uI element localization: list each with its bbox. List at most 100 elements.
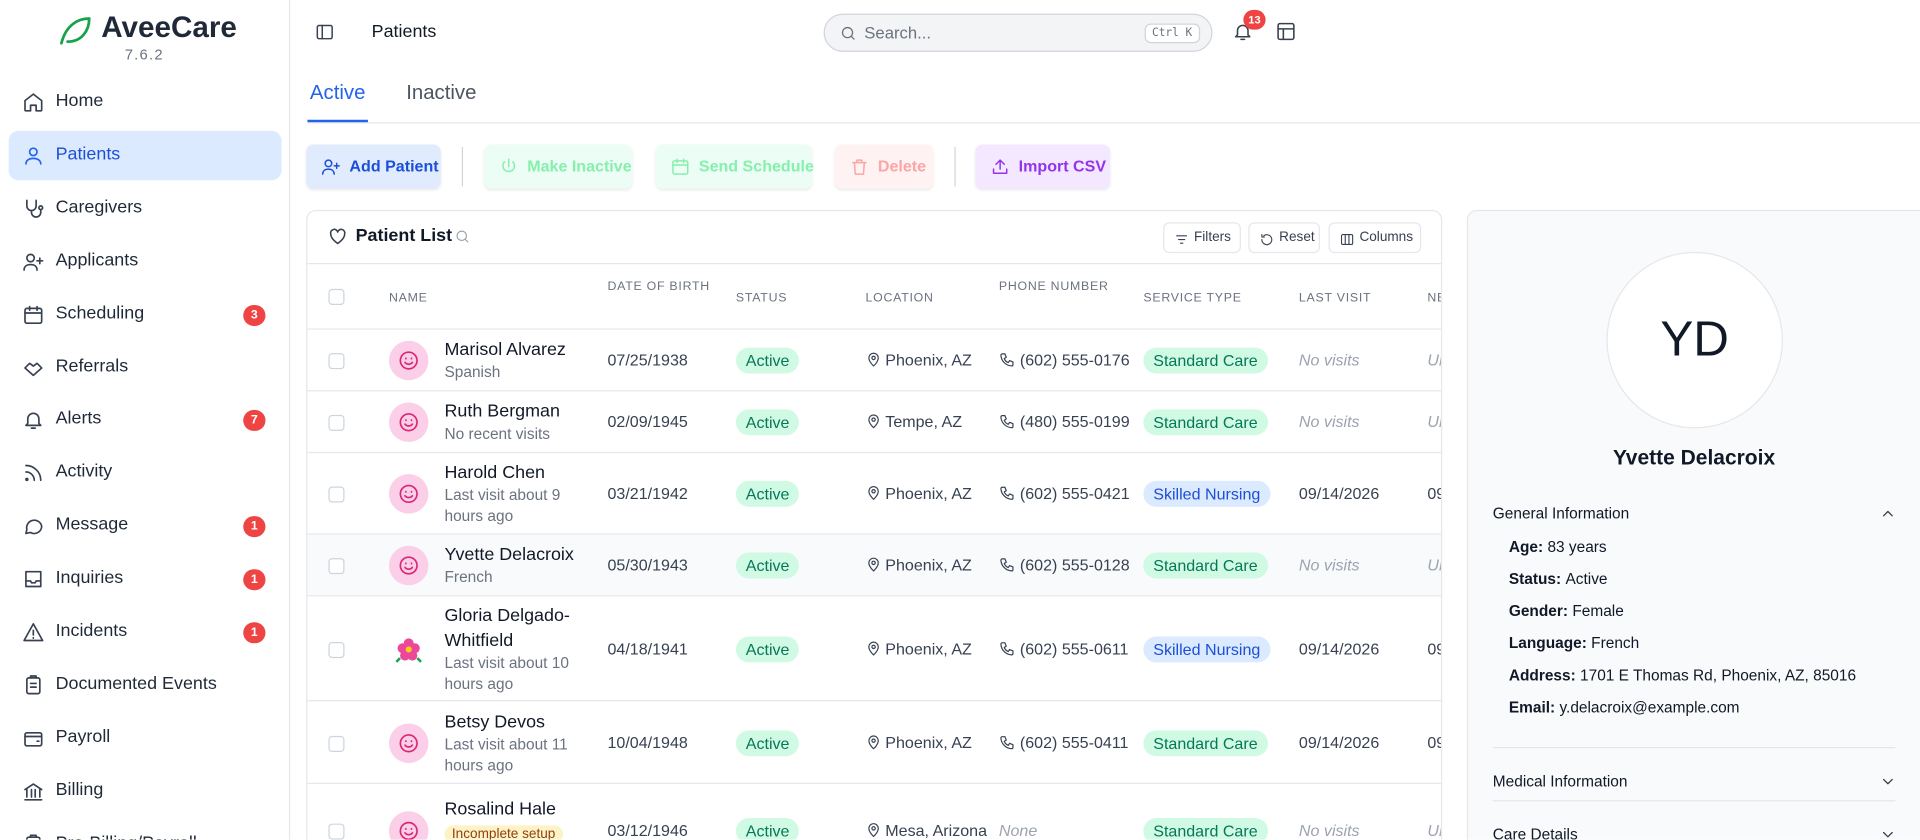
tab[interactable]: Inactive: [406, 81, 477, 104]
search-box[interactable]: Search... Ctrl K: [823, 13, 1213, 52]
nav-item[interactable]: Scheduling 3: [9, 290, 282, 339]
nav-icon: [22, 621, 44, 643]
action-icon: [670, 157, 690, 177]
nav-item[interactable]: Pre-Billing/Payroll: [9, 819, 282, 840]
nav-item[interactable]: Patients: [8, 130, 282, 181]
nav-icon: [22, 674, 44, 696]
select-all[interactable]: [328, 288, 345, 305]
action-button[interactable]: Import CSV: [975, 144, 1111, 189]
patient-row[interactable]: Gloria Delgado-Whitfield Last visit about…: [307, 596, 1441, 702]
section-divider: [1492, 800, 1896, 802]
nav-icon: [22, 409, 44, 431]
section-title[interactable]: Care Details: [1492, 826, 1578, 840]
setup-flag: Incomplete setup: [444, 825, 563, 840]
nav-item[interactable]: Inquiries 1: [9, 555, 282, 604]
next-visit: 09: [1427, 732, 1441, 752]
last-visit: 09/14/2026: [1298, 732, 1380, 752]
column-header: NE: [1427, 291, 1441, 305]
nav-item[interactable]: Activity: [9, 449, 282, 498]
avatar-face: [398, 554, 420, 576]
avatar-face: [398, 820, 420, 840]
tool-icon: [1340, 231, 1355, 246]
column-header: STATUS: [735, 291, 788, 305]
field-value: 1701 E Thomas Rd, Phoenix, AZ, 85016: [1580, 666, 1857, 685]
last-visit: No visits: [1298, 350, 1360, 370]
action-button[interactable]: Add Patient: [306, 144, 441, 189]
heart-icon: [327, 226, 348, 247]
location: Phoenix, AZ: [885, 732, 972, 752]
nav-icon: [22, 197, 44, 219]
action-button[interactable]: Make Inactive: [484, 144, 633, 189]
patient-name: Yvette Delacroix: [444, 545, 574, 565]
row-checkbox[interactable]: [328, 414, 345, 431]
tool-button[interactable]: Reset: [1248, 222, 1320, 254]
patient-row[interactable]: Ruth Bergman No recent visits 02/09/1945 Ac…: [307, 391, 1441, 454]
patient-row[interactable]: Harold Chen Last visit about 9 hours ago 0…: [307, 453, 1441, 535]
nav-item[interactable]: Home: [9, 78, 282, 127]
field-label: Status:: [1508, 570, 1562, 588]
tool-button[interactable]: Filters: [1163, 222, 1241, 254]
nav-badge: 1: [243, 622, 266, 644]
last-visit: No visits: [1298, 555, 1360, 575]
detail-name: Yvette Delacroix: [1612, 445, 1776, 470]
nav-item[interactable]: Incidents 1: [9, 607, 282, 656]
patient-row[interactable]: Betsy Devos Last visit about 11 hours ago…: [307, 701, 1441, 785]
action-button[interactable]: Delete: [834, 144, 934, 189]
tool-button[interactable]: Columns: [1328, 222, 1422, 254]
nav-item[interactable]: Billing: [9, 766, 282, 815]
tabs-border: [307, 122, 1920, 124]
action-button[interactable]: Send Schedule: [655, 144, 814, 189]
nav-item[interactable]: Payroll: [9, 713, 282, 762]
nav-item[interactable]: Caregivers: [9, 184, 282, 233]
nav-label: Inquiries: [55, 568, 124, 588]
section-divider: [1492, 747, 1896, 749]
service-pill: Standard Care: [1143, 347, 1268, 374]
row-checkbox[interactable]: [328, 558, 345, 575]
field-row: Status: Active: [1509, 570, 1608, 587]
nav-item[interactable]: Referrals: [9, 343, 282, 392]
tab[interactable]: Active: [307, 81, 368, 123]
chevron: [1879, 505, 1896, 522]
row-checkbox[interactable]: [328, 353, 345, 370]
dob: 03/21/1942: [607, 484, 688, 503]
phone-icon: [999, 352, 1015, 368]
detail-avatar: YD: [1606, 251, 1783, 429]
last-visit: No visits: [1298, 821, 1360, 840]
action-icon: [990, 157, 1010, 177]
pin-icon: [866, 485, 882, 501]
tool-label: Reset: [1279, 229, 1315, 245]
row-checkbox[interactable]: [328, 823, 345, 840]
notification-badge[interactable]: 13: [1243, 9, 1266, 30]
dob: 07/25/1938: [607, 350, 688, 370]
column-header: LOCATION: [865, 291, 934, 305]
row-checkbox[interactable]: [328, 486, 345, 503]
nav-item[interactable]: Applicants: [9, 237, 282, 286]
nav-item[interactable]: Documented Events: [9, 660, 282, 709]
phone: (480) 555-0199: [1019, 412, 1130, 431]
avatar: [388, 722, 429, 763]
search-placeholder: Search...: [864, 23, 932, 42]
column-header: NAME: [388, 291, 428, 305]
section-title[interactable]: General Information: [1492, 505, 1630, 523]
service-pill: Standard Care: [1143, 409, 1268, 436]
table-search: [454, 228, 470, 244]
patient-row[interactable]: Marisol Alvarez Spanish 07/25/1938 Active Ph…: [307, 330, 1441, 392]
row-checkbox[interactable]: [328, 735, 345, 752]
dob: 10/04/1948: [607, 732, 688, 752]
section-title[interactable]: Medical Information: [1492, 772, 1628, 791]
field-value: French: [1591, 634, 1640, 652]
service-pill: Standard Care: [1143, 729, 1268, 756]
avatar-face: [398, 349, 420, 371]
nav-item[interactable]: Alerts 7: [9, 396, 282, 445]
nav-item[interactable]: Message 1: [9, 502, 282, 551]
status-pill: Active: [735, 480, 800, 507]
field-row: Email: y.delacroix@example.com: [1509, 699, 1740, 716]
patient-row[interactable]: Yvette Delacroix French 05/30/1943 Active Ph…: [307, 534, 1441, 597]
column-header: LAST VISIT: [1298, 291, 1372, 305]
nav-badge: 1: [243, 516, 266, 538]
action-label: Send Schedule: [698, 156, 814, 176]
location: Phoenix, AZ: [885, 555, 972, 575]
row-checkbox[interactable]: [328, 641, 345, 658]
